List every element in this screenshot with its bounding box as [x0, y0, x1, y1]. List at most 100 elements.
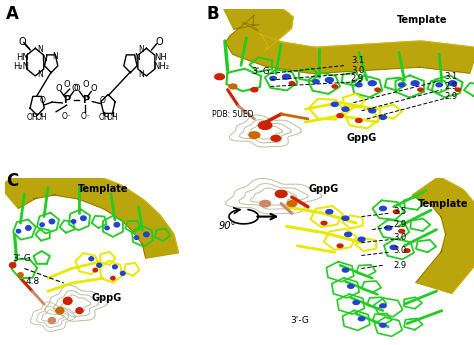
Text: O: O — [40, 96, 46, 105]
Text: O: O — [18, 37, 26, 47]
Text: GppG: GppG — [346, 134, 377, 143]
Circle shape — [287, 201, 297, 207]
Circle shape — [40, 223, 44, 226]
Circle shape — [393, 210, 399, 214]
Text: 3.0: 3.0 — [393, 233, 407, 242]
Text: 3.5: 3.5 — [393, 207, 407, 216]
Text: 3.1: 3.1 — [351, 56, 364, 65]
Circle shape — [97, 263, 101, 267]
Circle shape — [399, 229, 405, 233]
Circle shape — [215, 74, 224, 80]
Circle shape — [258, 121, 272, 129]
Circle shape — [49, 219, 55, 224]
Circle shape — [325, 78, 333, 82]
Circle shape — [345, 232, 352, 237]
Text: GppG: GppG — [309, 184, 339, 194]
Text: 2.9: 2.9 — [351, 74, 364, 83]
Circle shape — [380, 304, 386, 308]
Circle shape — [72, 220, 76, 223]
Text: H₂N: H₂N — [14, 62, 29, 71]
Text: N: N — [37, 46, 43, 55]
Circle shape — [260, 200, 271, 207]
Text: O: O — [55, 84, 62, 93]
Circle shape — [337, 244, 343, 248]
Text: PDB: 5UED: PDB: 5UED — [211, 109, 253, 119]
Circle shape — [448, 81, 456, 86]
Circle shape — [369, 109, 376, 113]
Text: OH: OH — [27, 113, 38, 122]
Text: 2.9: 2.9 — [445, 82, 458, 91]
Text: N: N — [138, 70, 144, 79]
Text: O⁻: O⁻ — [80, 112, 90, 121]
Text: HN: HN — [16, 53, 29, 62]
Text: C: C — [6, 172, 18, 190]
Circle shape — [342, 216, 349, 220]
Circle shape — [144, 232, 149, 237]
Circle shape — [331, 102, 338, 106]
Text: OH: OH — [36, 114, 47, 122]
Circle shape — [368, 81, 376, 86]
Text: OH: OH — [99, 114, 110, 122]
Circle shape — [326, 210, 333, 214]
Circle shape — [229, 84, 237, 89]
Text: 3.0: 3.0 — [393, 246, 407, 255]
Circle shape — [342, 268, 349, 272]
Text: O⁻: O⁻ — [62, 112, 72, 121]
Circle shape — [358, 237, 365, 241]
Circle shape — [337, 114, 343, 118]
Text: N: N — [53, 52, 58, 61]
Text: O: O — [82, 80, 89, 89]
Circle shape — [375, 88, 380, 91]
Circle shape — [321, 221, 327, 225]
Circle shape — [380, 206, 386, 210]
Circle shape — [399, 83, 405, 87]
Text: 2.9: 2.9 — [393, 220, 407, 229]
Circle shape — [356, 83, 362, 87]
Text: O: O — [100, 96, 106, 105]
Text: Template: Template — [418, 199, 469, 209]
Text: NH₂: NH₂ — [153, 62, 169, 71]
Text: 2.9: 2.9 — [445, 92, 458, 101]
Text: NH: NH — [154, 53, 167, 62]
Circle shape — [93, 268, 97, 272]
Polygon shape — [0, 167, 179, 258]
Text: A: A — [6, 5, 18, 23]
Text: B: B — [206, 5, 219, 23]
Circle shape — [111, 276, 115, 280]
Circle shape — [283, 74, 291, 79]
Circle shape — [436, 83, 442, 87]
Text: N: N — [134, 53, 140, 62]
Text: 3'-G: 3'-G — [252, 67, 271, 76]
Circle shape — [313, 80, 319, 83]
Polygon shape — [412, 177, 474, 293]
Circle shape — [249, 132, 260, 138]
Circle shape — [134, 236, 139, 239]
Text: 3'-G: 3'-G — [291, 316, 310, 325]
Circle shape — [105, 226, 109, 230]
Circle shape — [358, 317, 365, 321]
Text: 3.0: 3.0 — [351, 66, 364, 75]
Circle shape — [418, 88, 423, 91]
Circle shape — [390, 245, 397, 249]
Circle shape — [404, 249, 410, 253]
Circle shape — [380, 115, 386, 119]
Circle shape — [89, 257, 94, 261]
Text: O: O — [74, 84, 81, 93]
Circle shape — [251, 88, 258, 92]
Text: 4.8: 4.8 — [25, 277, 39, 286]
Text: N: N — [138, 46, 144, 55]
Circle shape — [342, 107, 349, 111]
Circle shape — [48, 317, 55, 323]
Text: P: P — [82, 95, 89, 105]
Circle shape — [114, 223, 119, 227]
Text: N: N — [37, 70, 43, 79]
Text: O: O — [64, 80, 70, 89]
Circle shape — [380, 323, 386, 327]
Circle shape — [81, 216, 86, 220]
Circle shape — [16, 229, 21, 233]
Circle shape — [76, 308, 83, 314]
Circle shape — [353, 300, 359, 305]
Circle shape — [356, 119, 362, 122]
Text: 3'-G: 3'-G — [13, 254, 31, 263]
Text: P: P — [63, 95, 70, 105]
